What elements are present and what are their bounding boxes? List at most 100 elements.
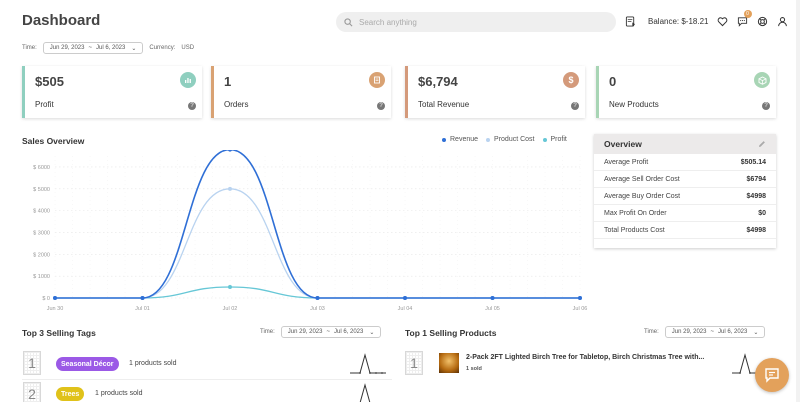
help-icon[interactable]: ? bbox=[571, 102, 579, 110]
x-tick-label: Jul 02 bbox=[223, 306, 238, 312]
currency-value: USD bbox=[181, 45, 195, 51]
help-icon[interactable]: ? bbox=[762, 102, 770, 110]
document-icon bbox=[369, 72, 385, 88]
legend-item[interactable]: Revenue bbox=[442, 136, 478, 143]
overview-row-label: Max Profit On Order bbox=[604, 209, 667, 217]
date-filter: Time: Jun 29, 2023 ~ Jul 6, 2023 ⌄ Curre… bbox=[22, 42, 194, 54]
time-label: Time: bbox=[22, 45, 37, 51]
date-from: Jun 29, 2023 bbox=[287, 329, 323, 335]
legend-dot bbox=[542, 137, 547, 142]
x-tick-label: Jul 01 bbox=[135, 306, 150, 312]
wallet-icon[interactable] bbox=[624, 15, 636, 27]
overview-row-value: $4998 bbox=[746, 192, 766, 200]
overview-row: Average Sell Order Cost $6794 bbox=[594, 171, 776, 188]
legend-item[interactable]: Profit bbox=[542, 136, 567, 143]
data-point bbox=[578, 296, 582, 300]
data-point bbox=[140, 296, 145, 300]
products-date-filter: Time: Jun 29, 2023 ~ Jul 6, 2023 ⌄ bbox=[644, 326, 771, 338]
card-label: New Products bbox=[609, 100, 659, 109]
search-icon bbox=[344, 17, 353, 26]
help-icon[interactable]: ? bbox=[188, 102, 196, 110]
series-line-product-cost bbox=[55, 188, 580, 299]
y-tick-label: $ 3000 bbox=[33, 230, 50, 236]
overview-row: Average Buy Order Cost $4998 bbox=[594, 188, 776, 205]
y-tick-label: $ 2000 bbox=[33, 252, 50, 258]
tag-sparkline bbox=[350, 353, 386, 374]
overview-row-label: Average Profit bbox=[604, 158, 649, 166]
data-point bbox=[228, 284, 232, 289]
overview-panel: Overview Average Profit $505.14 Average S… bbox=[594, 134, 776, 248]
date-range-picker[interactable]: Jun 29, 2023 ~ Jul 6, 2023 ⌄ bbox=[664, 326, 766, 338]
legend-dot bbox=[486, 137, 491, 142]
page-title: Dashboard bbox=[22, 12, 101, 29]
y-tick-label: $ 1000 bbox=[33, 274, 50, 280]
series-line-revenue bbox=[55, 150, 580, 299]
legend-dot bbox=[442, 137, 446, 142]
legend-label: Product Cost bbox=[494, 136, 535, 143]
row-divider bbox=[22, 379, 392, 380]
product-name[interactable]: 2-Pack 2FT Lighted Birch Tree for Tablet… bbox=[466, 354, 705, 361]
box-icon bbox=[754, 72, 770, 88]
overview-row-value: $6794 bbox=[746, 175, 766, 183]
overview-row-value: $505.14 bbox=[740, 158, 766, 166]
balance-label: Balance: $-18.21 bbox=[648, 16, 709, 26]
chat-support-button[interactable] bbox=[755, 358, 789, 392]
sales-overview-title: Sales Overview bbox=[22, 136, 85, 146]
chart-bar-icon bbox=[180, 72, 196, 88]
overview-row: Total Products Cost $4998 bbox=[594, 222, 776, 239]
card-value: $6,794 bbox=[418, 74, 458, 89]
x-tick-label: Jul 05 bbox=[485, 306, 500, 312]
card-total-revenue: $6,794 Total Revenue $ ? bbox=[405, 66, 585, 118]
scrollbar-track[interactable] bbox=[796, 0, 800, 402]
header-actions: Balance: $-18.21 0 bbox=[624, 10, 797, 28]
card-value: 1 bbox=[224, 74, 232, 89]
tag-pill[interactable]: Trees bbox=[56, 387, 85, 401]
top-tags-title: Top 3 Selling Tags bbox=[22, 328, 96, 338]
products-sold-label: 1 products sold bbox=[129, 360, 177, 367]
dollar-icon: $ bbox=[563, 72, 579, 88]
card-new-products: 0 New Products ? bbox=[596, 66, 776, 118]
time-label: Time: bbox=[260, 329, 275, 335]
help-icon[interactable]: ? bbox=[377, 102, 385, 110]
data-point bbox=[315, 296, 320, 300]
card-label: Total Revenue bbox=[418, 100, 470, 109]
date-range-picker[interactable]: Jun 29, 2023 ~ Jul 6, 2023 ⌄ bbox=[42, 42, 144, 54]
card-orders: 1 Orders ? bbox=[211, 66, 391, 118]
products-sold-label: 1 products sold bbox=[95, 390, 143, 397]
notification-badge: 0 bbox=[743, 10, 752, 18]
currency-label: Currency: bbox=[149, 45, 176, 51]
legend-label: Profit bbox=[550, 136, 567, 143]
card-label: Orders bbox=[224, 100, 249, 109]
legend-label: Revenue bbox=[450, 136, 479, 143]
data-point bbox=[403, 296, 407, 300]
date-to: Jul 6, 2023 bbox=[96, 45, 126, 51]
x-tick-label: Jul 04 bbox=[398, 306, 413, 312]
top-products-title: Top 1 Selling Products bbox=[405, 328, 497, 338]
legend-item[interactable]: Product Cost bbox=[486, 136, 535, 143]
date-to: Jul 6, 2023 bbox=[334, 329, 364, 335]
data-point bbox=[228, 150, 232, 152]
data-point bbox=[53, 296, 57, 300]
search-input[interactable] bbox=[359, 17, 599, 27]
x-tick-label: Jul 03 bbox=[310, 306, 325, 312]
date-range-picker[interactable]: Jun 29, 2023 ~ Jul 6, 2023 ⌄ bbox=[280, 326, 382, 338]
tag-pill[interactable]: Seasonal Décor bbox=[56, 357, 119, 371]
card-value: 0 bbox=[609, 74, 617, 89]
support-icon[interactable] bbox=[757, 15, 769, 27]
date-separator: ~ bbox=[88, 45, 92, 51]
tags-date-filter: Time: Jun 29, 2023 ~ Jul 6, 2023 ⌄ bbox=[260, 326, 387, 338]
product-sold-label: 1 sold bbox=[466, 366, 482, 372]
heart-icon[interactable] bbox=[717, 15, 729, 27]
y-tick-label: $ 4000 bbox=[33, 209, 50, 215]
chat-icon[interactable]: 0 bbox=[737, 10, 752, 27]
data-point bbox=[228, 186, 232, 191]
rank-badge: 2 bbox=[23, 382, 41, 402]
overview-row-value: $4998 bbox=[746, 226, 766, 234]
search-bar[interactable] bbox=[336, 12, 616, 32]
product-thumbnail[interactable] bbox=[439, 353, 459, 373]
card-profit: $505 Profit ? bbox=[22, 66, 202, 118]
user-icon[interactable] bbox=[777, 15, 789, 27]
edit-icon[interactable] bbox=[758, 140, 766, 148]
overview-row-value: $0 bbox=[758, 209, 766, 217]
date-from: Jun 29, 2023 bbox=[671, 329, 707, 335]
